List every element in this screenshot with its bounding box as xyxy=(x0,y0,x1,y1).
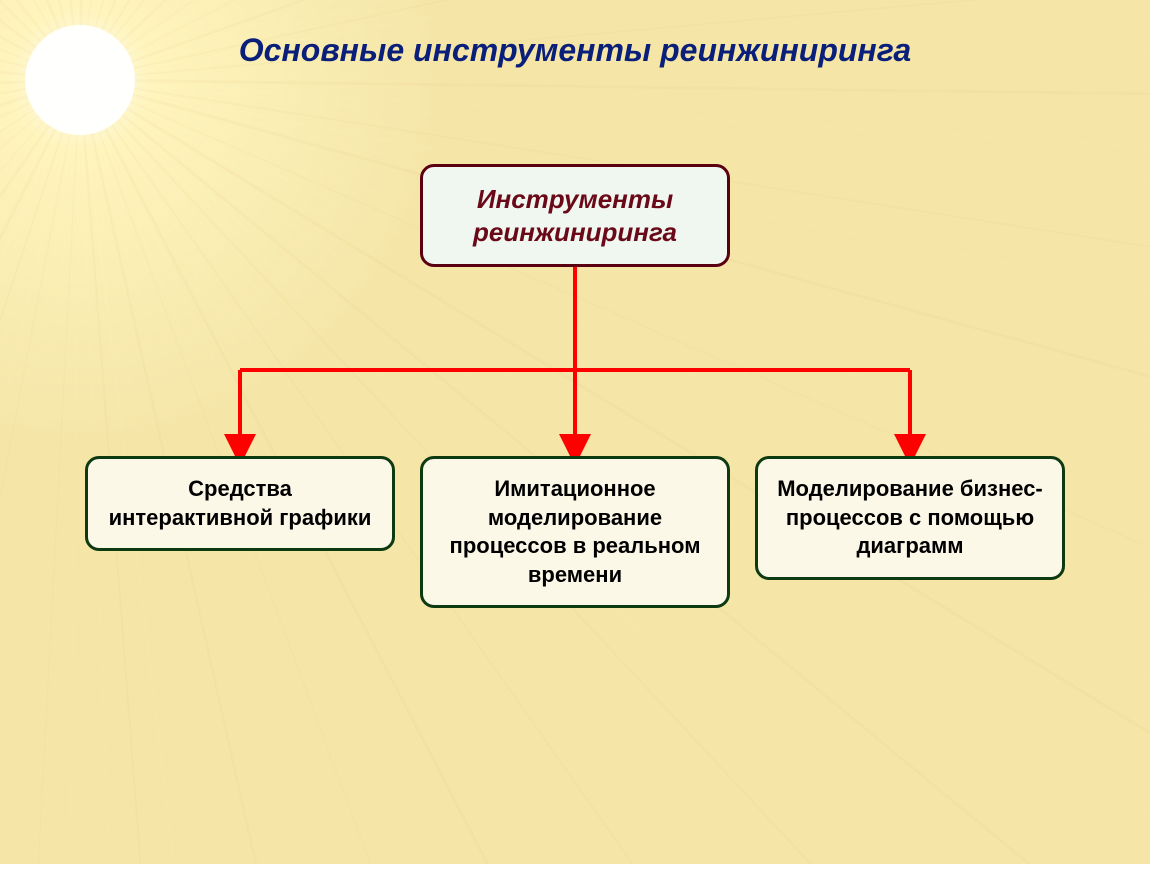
child-node-2: Имитационное моделирование процессов в р… xyxy=(420,456,730,608)
diagram-connectors xyxy=(0,0,1150,864)
root-node: Инструменты реинжиниринга xyxy=(420,164,730,267)
child-node-3: Моделирование бизнес-процессов с помощью… xyxy=(755,456,1065,580)
child-node-1: Средства интерактивной графики xyxy=(85,456,395,551)
slide-title: Основные инструменты реинжиниринга xyxy=(0,32,1150,69)
